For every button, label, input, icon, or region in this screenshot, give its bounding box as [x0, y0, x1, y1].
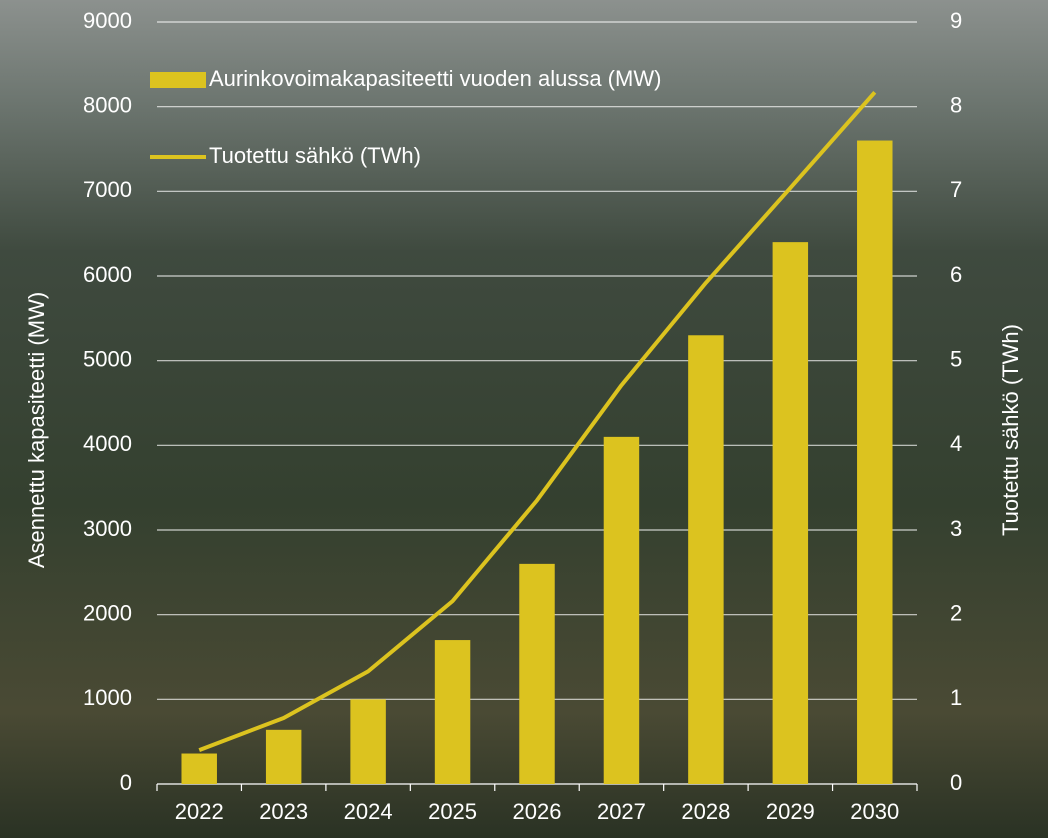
- y2-tick-label: 8: [950, 92, 962, 117]
- bar: [434, 640, 471, 784]
- bar: [350, 699, 386, 784]
- x-tick-label: 2024: [344, 799, 393, 824]
- y-tick-label: 2000: [83, 600, 132, 625]
- y2-tick-label: 6: [950, 262, 962, 287]
- bar: [181, 753, 217, 784]
- y-tick-label: 1000: [83, 685, 132, 710]
- x-tick-label: 2026: [513, 799, 562, 824]
- line: [198, 90, 877, 753]
- x-tick-label: 2028: [681, 799, 730, 824]
- y-tick-label: 4000: [83, 431, 132, 456]
- y2-tick-label: 3: [950, 516, 962, 541]
- y2-tick-label: 0: [950, 770, 962, 795]
- bar: [265, 729, 302, 784]
- y-tick-label: 5000: [83, 346, 132, 371]
- y2-tick-label: 9: [950, 8, 962, 33]
- y-tick-label: 3000: [83, 516, 132, 541]
- bar: [603, 436, 640, 784]
- bar: [857, 140, 893, 785]
- legend-label: Tuotettu sähkö (TWh): [209, 143, 421, 168]
- x-tick-label: 2029: [766, 799, 815, 824]
- legend-label: Aurinkovoimakapasiteetti vuoden alussa (…: [209, 66, 661, 91]
- bar: [688, 335, 724, 784]
- x-tick-label: 2022: [175, 799, 224, 824]
- y2-tick-label: 1: [950, 685, 962, 710]
- x-tick-label: 2025: [428, 799, 477, 824]
- y2-tick-label: 7: [950, 177, 962, 202]
- x-tick-label: 2030: [850, 799, 899, 824]
- y-axis-title: Asennettu kapasiteetti (MW): [24, 292, 49, 568]
- y2-tick-label: 4: [950, 431, 962, 456]
- y-tick-label: 6000: [83, 262, 132, 287]
- legend-swatch: [150, 72, 206, 88]
- y2-tick-label: 2: [950, 600, 962, 625]
- y-tick-label: 9000: [83, 8, 132, 33]
- y-tick-label: 0: [120, 770, 132, 795]
- x-tick-label: 2027: [597, 799, 646, 824]
- bar: [519, 563, 555, 784]
- y-tick-label: 8000: [83, 92, 132, 117]
- y-tick-label: 7000: [83, 177, 132, 202]
- y2-tick-label: 5: [950, 346, 962, 371]
- y2-axis-title: Tuotettu sähkö (TWh): [998, 324, 1023, 536]
- x-tick-label: 2023: [259, 799, 308, 824]
- bar: [772, 242, 809, 785]
